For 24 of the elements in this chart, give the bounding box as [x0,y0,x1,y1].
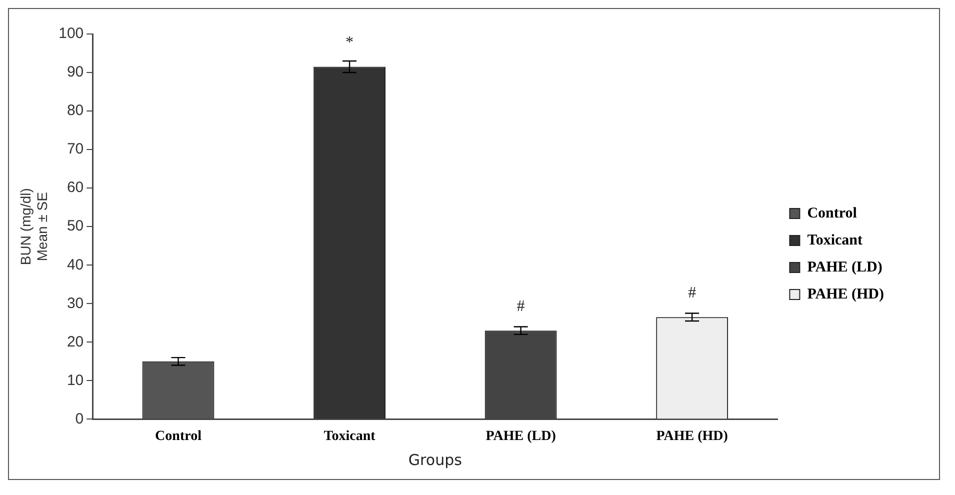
y-tick-label: 100 [58,25,84,42]
annotation: * [346,34,354,51]
x-tick-label: Control [155,429,202,444]
x-tick-label: PAHE (HD) [656,429,728,444]
y-tick-label: 20 [66,333,84,350]
y-tick-label: 30 [66,294,84,312]
y-tick-label: 0 [75,410,84,428]
annotation: # [516,298,525,315]
annotation: # [688,284,696,302]
legend-label: Toxicant [807,232,862,248]
y-tick-label: 60 [66,179,84,196]
legend-label: Control [807,205,857,222]
y-tick-label: 40 [66,256,84,274]
x-tick-label: Toxicant [324,429,376,444]
y-axis-title: BUN (mg/dl) Mean ± SE [17,188,50,266]
y-tick-label: 70 [66,140,84,158]
x-tick-label: PAHE (LD) [486,429,556,444]
legend-label: PAHE (LD) [807,259,882,276]
y-tick-label: 80 [66,102,84,120]
y-tick-label: 50 [66,218,84,235]
legend-label: PAHE (HD) [807,286,884,302]
x-axis-title: Groups [408,450,462,469]
y-tick-label: 10 [66,372,84,389]
y-tick-label: 90 [66,64,84,81]
